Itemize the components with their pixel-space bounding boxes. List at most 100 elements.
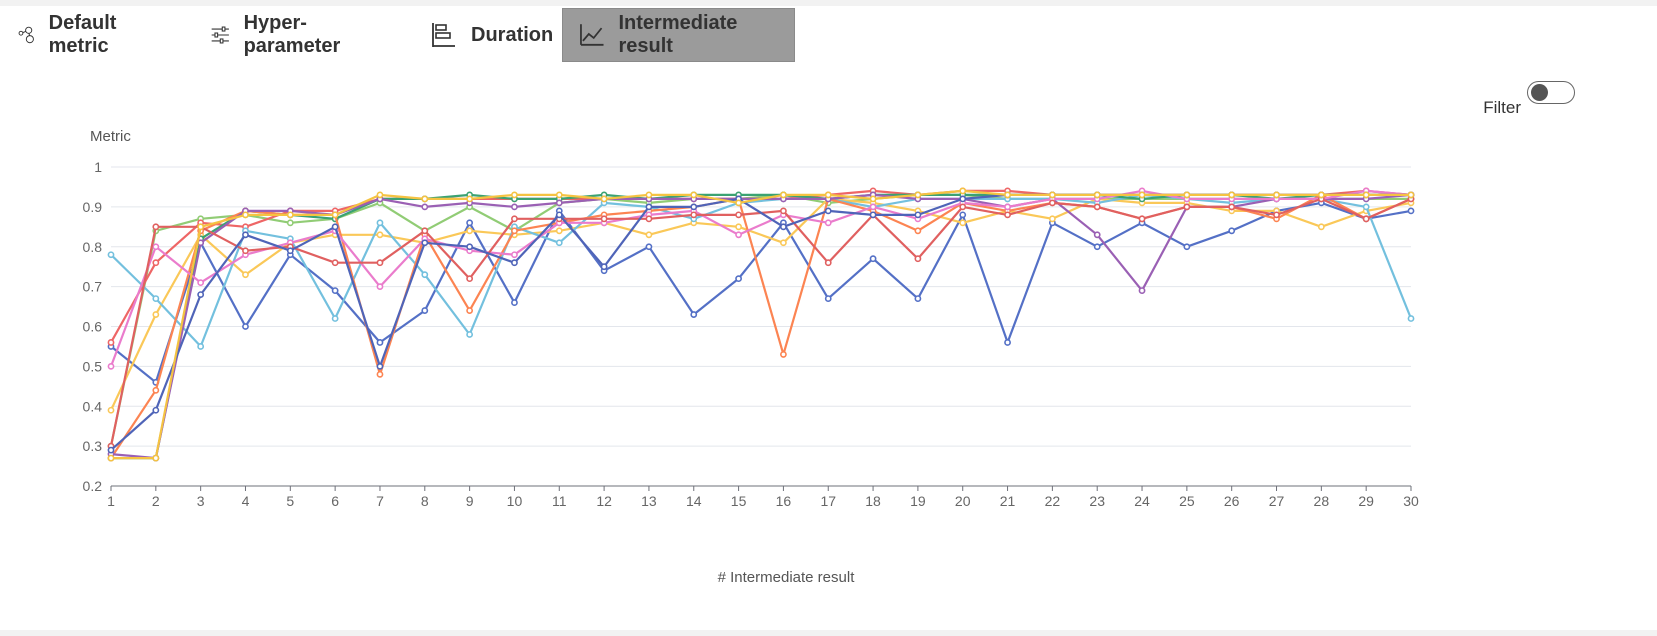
data-point[interactable] [914, 227, 922, 235]
data-point[interactable] [331, 223, 339, 231]
data-point[interactable] [152, 454, 160, 462]
data-point[interactable] [690, 191, 698, 199]
data-point[interactable] [1093, 203, 1101, 211]
series-line[interactable] [109, 193, 1411, 447]
data-point[interactable] [959, 211, 967, 219]
data-point[interactable] [466, 331, 474, 338]
data-point[interactable] [421, 271, 429, 279]
data-point[interactable] [152, 243, 160, 251]
series-line[interactable] [110, 197, 1412, 411]
data-point[interactable] [152, 311, 160, 318]
data-point[interactable] [1138, 215, 1146, 223]
data-point[interactable] [914, 191, 922, 199]
data-point[interactable] [645, 203, 653, 211]
data-point[interactable] [107, 406, 115, 414]
data-point[interactable] [511, 203, 518, 211]
data-point[interactable] [600, 215, 608, 223]
data-point[interactable] [511, 227, 518, 235]
data-point[interactable] [600, 263, 608, 271]
data-point[interactable] [511, 251, 518, 259]
data-point[interactable] [780, 239, 787, 247]
data-point[interactable] [690, 211, 698, 219]
data-point[interactable] [735, 275, 742, 283]
data-point[interactable] [1183, 191, 1191, 199]
data-point[interactable] [331, 211, 339, 219]
data-point[interactable] [824, 219, 832, 227]
data-point[interactable] [107, 362, 115, 370]
data-point[interactable] [466, 243, 474, 251]
data-point[interactable] [376, 191, 384, 199]
data-point[interactable] [376, 283, 384, 291]
data-point[interactable] [376, 219, 384, 227]
data-point[interactable] [1004, 203, 1011, 211]
data-point[interactable] [1093, 243, 1101, 251]
data-point[interactable] [1362, 191, 1370, 199]
data-point[interactable] [1317, 223, 1325, 231]
data-point[interactable] [735, 211, 742, 219]
data-point[interactable] [376, 362, 384, 370]
data-point[interactable] [1048, 215, 1056, 223]
data-point[interactable] [107, 339, 115, 346]
data-point[interactable] [331, 259, 339, 267]
data-point[interactable] [197, 279, 205, 287]
data-point[interactable] [331, 287, 339, 295]
data-point[interactable] [869, 203, 877, 211]
data-point[interactable] [1273, 211, 1280, 219]
data-point[interactable] [555, 227, 563, 235]
data-point[interactable] [1048, 199, 1056, 207]
data-point[interactable] [1138, 191, 1146, 199]
data-point[interactable] [421, 307, 429, 314]
data-point[interactable] [824, 259, 832, 267]
data-point[interactable] [242, 247, 249, 255]
tab-hyper-parameter[interactable]: Hyper-parameter [211, 8, 350, 62]
data-point[interactable] [197, 223, 205, 231]
data-point[interactable] [645, 191, 653, 199]
data-point[interactable] [914, 295, 922, 302]
data-point[interactable] [959, 203, 967, 211]
data-point[interactable] [107, 251, 115, 259]
tab-intermediate-result[interactable]: Intermediate result [562, 8, 795, 62]
data-point[interactable] [376, 259, 384, 267]
data-point[interactable] [466, 227, 474, 235]
data-point[interactable] [1407, 315, 1415, 322]
data-point[interactable] [152, 259, 160, 267]
data-point[interactable] [376, 231, 384, 239]
data-point[interactable] [511, 191, 518, 199]
data-point[interactable] [869, 255, 877, 263]
data-point[interactable] [869, 211, 877, 219]
data-point[interactable] [1004, 191, 1011, 199]
data-point[interactable] [152, 386, 160, 394]
data-point[interactable] [959, 187, 967, 195]
data-point[interactable] [1273, 191, 1280, 199]
series-line[interactable] [110, 193, 1413, 348]
data-point[interactable] [466, 219, 474, 227]
data-point[interactable] [735, 199, 742, 207]
data-point[interactable] [645, 215, 653, 223]
data-point[interactable] [242, 323, 249, 330]
data-point[interactable] [1048, 191, 1056, 199]
data-point[interactable] [286, 211, 294, 219]
series-line[interactable] [109, 189, 1412, 367]
data-point[interactable] [466, 275, 474, 283]
series-line[interactable] [110, 201, 1412, 384]
data-point[interactable] [824, 295, 832, 302]
data-point[interactable] [242, 231, 249, 239]
data-point[interactable] [1004, 339, 1011, 346]
data-point[interactable] [152, 406, 160, 414]
data-point[interactable] [1183, 243, 1191, 251]
filter-toggle[interactable] [1527, 81, 1575, 104]
data-point[interactable] [466, 307, 474, 314]
data-point[interactable] [735, 231, 742, 239]
data-point[interactable] [1407, 191, 1415, 199]
data-point[interactable] [421, 239, 429, 247]
data-point[interactable] [242, 211, 249, 219]
data-point[interactable] [152, 295, 160, 302]
data-point[interactable] [376, 339, 384, 346]
data-point[interactable] [152, 223, 160, 231]
data-point[interactable] [600, 195, 608, 203]
data-point[interactable] [1228, 191, 1236, 199]
data-point[interactable] [824, 207, 832, 215]
data-point[interactable] [197, 291, 205, 298]
data-point[interactable] [1407, 207, 1415, 215]
data-point[interactable] [735, 223, 742, 231]
